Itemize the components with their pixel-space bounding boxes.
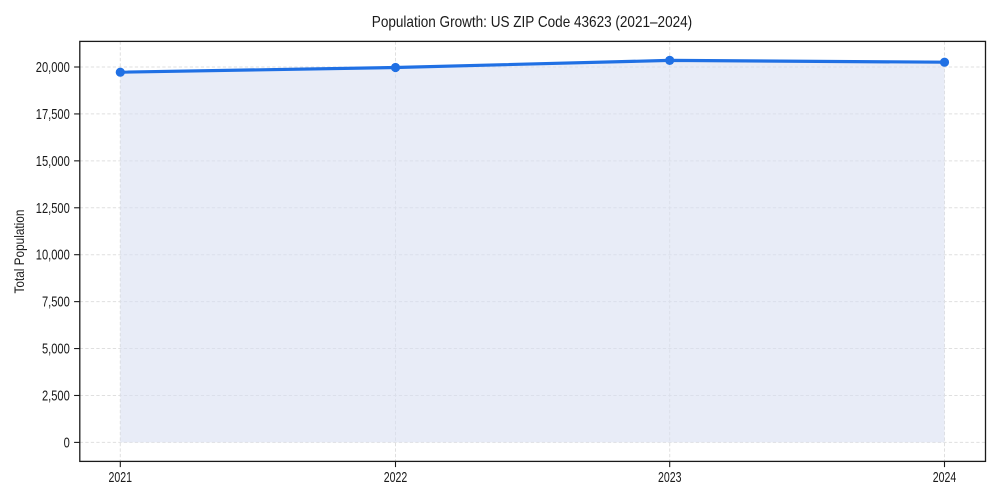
svg-text:Population Growth: US ZIP Code: Population Growth: US ZIP Code 43623 (20… [372, 14, 692, 31]
svg-text:2022: 2022 [384, 468, 408, 485]
svg-text:2024: 2024 [933, 468, 957, 485]
svg-text:2,500: 2,500 [42, 387, 70, 404]
svg-text:2023: 2023 [658, 468, 682, 485]
svg-text:20,000: 20,000 [36, 58, 70, 75]
svg-text:12,500: 12,500 [36, 199, 70, 216]
svg-text:10,000: 10,000 [36, 246, 70, 263]
svg-text:Total Population: Total Population [11, 210, 27, 294]
svg-text:7,500: 7,500 [42, 293, 70, 310]
svg-text:17,500: 17,500 [36, 105, 70, 122]
svg-text:2021: 2021 [109, 468, 133, 485]
svg-text:15,000: 15,000 [36, 152, 70, 169]
svg-text:5,000: 5,000 [42, 340, 70, 357]
svg-text:0: 0 [64, 434, 70, 451]
